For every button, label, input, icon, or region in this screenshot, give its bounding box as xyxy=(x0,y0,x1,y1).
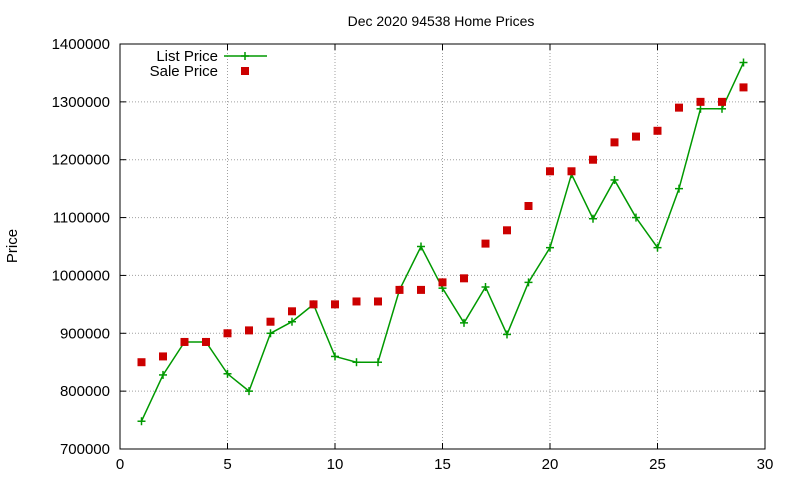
sale-price-point xyxy=(481,239,490,248)
sale-price-point xyxy=(610,138,619,147)
y-tick-label: 1400000 xyxy=(52,36,110,53)
list-price-point xyxy=(266,329,275,338)
list-price-point xyxy=(352,358,361,367)
y-tick-label: 1100000 xyxy=(53,210,110,227)
y-tick-label: 800000 xyxy=(60,383,110,400)
x-tick-label: 25 xyxy=(649,456,666,473)
sale-price-point xyxy=(309,300,318,309)
sale-price-point xyxy=(718,97,726,106)
list-price-point xyxy=(610,175,619,184)
sale-price-point xyxy=(546,167,554,176)
sale-price-point xyxy=(438,278,447,287)
sale-price-point xyxy=(524,202,533,210)
sale-price-point xyxy=(632,132,640,141)
y-tick-label: 700000 xyxy=(60,441,110,458)
list-price-point xyxy=(245,387,253,396)
list-price-point xyxy=(374,358,382,367)
list-price-point xyxy=(632,213,640,222)
series-layer xyxy=(137,58,748,426)
list-price-point xyxy=(288,317,296,326)
x-tick-label: 20 xyxy=(542,456,559,473)
sale-price-point xyxy=(223,329,232,338)
sale-price-point xyxy=(374,297,382,306)
list-price-point xyxy=(589,214,597,223)
x-tick-label: 5 xyxy=(223,456,231,473)
y-tick-label: 900000 xyxy=(60,325,110,342)
chart-title: Dec 2020 94538 Home Prices xyxy=(348,13,535,29)
sale-price-point xyxy=(460,274,468,283)
list-price-point xyxy=(159,370,167,379)
sale-price-point xyxy=(395,285,404,294)
x-tick-label: 0 xyxy=(116,456,124,473)
sale-price-point xyxy=(675,103,683,112)
legend-label: List Price xyxy=(156,48,218,65)
sale-price-point xyxy=(202,337,210,346)
y-tick-label: 1000000 xyxy=(52,267,110,284)
sale-price-point xyxy=(180,337,189,346)
legend-item: List Price xyxy=(156,48,267,65)
x-tick-label: 10 xyxy=(327,456,344,473)
sale-price-point xyxy=(245,326,253,335)
list-price-point xyxy=(417,242,425,251)
list-price-point xyxy=(223,369,232,378)
sale-price-point xyxy=(696,97,705,106)
sale-price-point xyxy=(739,83,748,92)
sale-price-point xyxy=(352,297,361,306)
sale-price-point xyxy=(503,226,511,235)
sale-price-point xyxy=(589,155,597,164)
sale-price-point xyxy=(567,167,576,176)
list-price-point xyxy=(696,104,705,113)
list-price-point xyxy=(481,283,490,291)
sale-price-point xyxy=(331,300,339,309)
y-tick-label: 1300000 xyxy=(52,94,110,111)
x-tick-label: 15 xyxy=(434,456,451,473)
legend-item: Sale Price xyxy=(150,63,249,80)
list-price-point xyxy=(546,243,554,252)
list-price-point xyxy=(137,417,146,426)
list-price-point xyxy=(675,184,683,193)
series-list-price xyxy=(137,58,748,426)
y-tick-label: 1200000 xyxy=(52,152,110,169)
sale-price-point xyxy=(266,317,275,326)
list-price-point xyxy=(718,104,726,113)
legend-swatch-marker xyxy=(241,52,249,60)
list-price-point xyxy=(653,243,662,252)
list-price-point xyxy=(460,318,468,327)
sale-price-point xyxy=(288,307,296,316)
series-sale-price xyxy=(137,83,748,367)
sale-price-point xyxy=(653,126,662,135)
axes: 0 5 10 15 20 25 30 700000 800000 900000 1000000 110… xyxy=(52,36,774,473)
sale-price-point xyxy=(159,352,167,361)
sale-price-point xyxy=(417,285,425,294)
list-price-point xyxy=(739,58,748,67)
sale-price-point xyxy=(137,358,146,367)
legend-swatch-marker xyxy=(241,67,249,75)
y-axis-label: Price xyxy=(4,229,21,263)
x-tick-label: 30 xyxy=(757,456,774,473)
legend-label: Sale Price xyxy=(150,63,218,80)
list-price-point xyxy=(524,278,533,287)
list-price-point xyxy=(331,352,339,361)
list-price-point xyxy=(503,330,511,339)
gridlines xyxy=(120,44,765,449)
